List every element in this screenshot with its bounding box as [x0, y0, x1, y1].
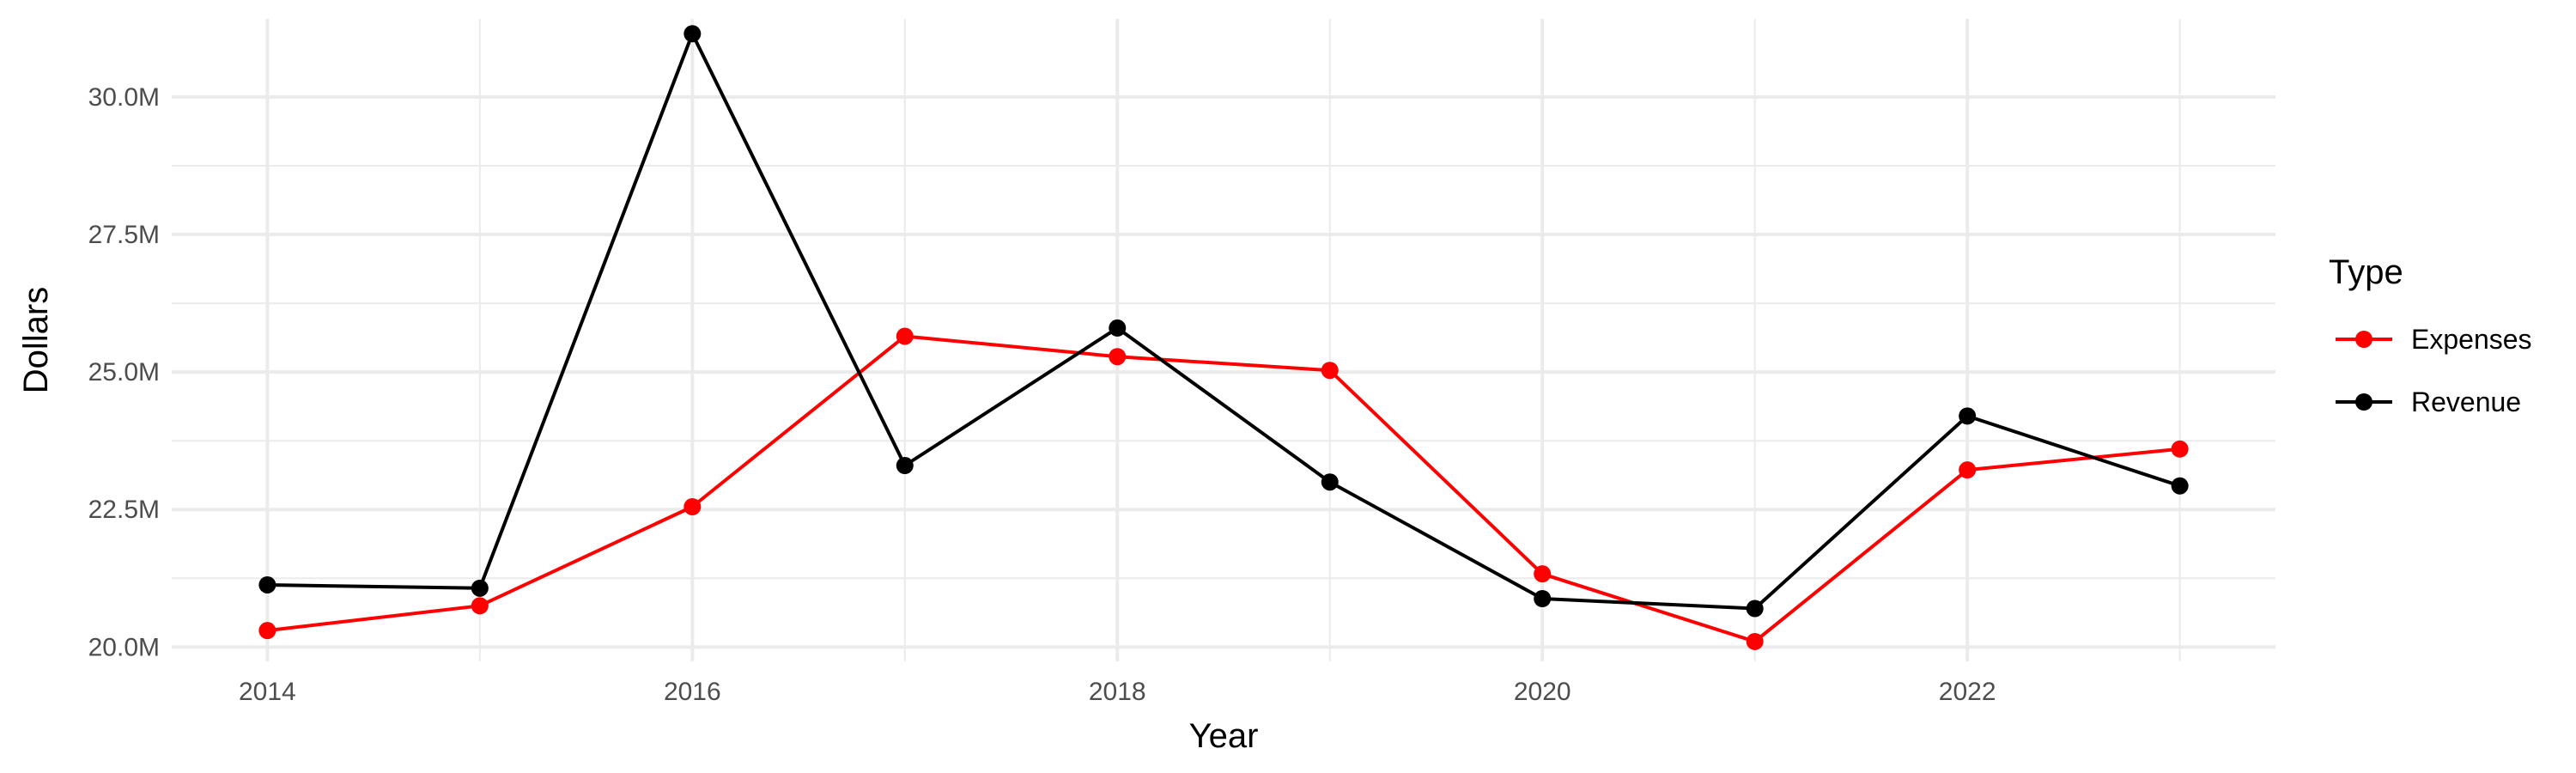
data-point-revenue [1321, 473, 1339, 491]
legend-key-point [2355, 393, 2372, 411]
data-point-revenue [1746, 600, 1764, 618]
data-point-revenue [2171, 477, 2189, 495]
series-line-expenses [265, 334, 2182, 643]
data-point-revenue [258, 575, 276, 593]
series-line-revenue [265, 32, 2182, 611]
grid-lines [172, 19, 2275, 661]
data-point-expenses [1534, 565, 1552, 583]
x-tick-label: 2016 [664, 678, 721, 706]
y-tick-label: 22.5M [88, 496, 160, 524]
data-point-revenue [1109, 319, 1127, 337]
data-point-expenses [1959, 461, 1977, 479]
legend-title: Type [2329, 253, 2403, 291]
x-axis-title: Year [1189, 717, 1259, 755]
y-tick-label: 30.0M [88, 83, 160, 112]
data-point-revenue [1959, 407, 1977, 425]
data-point-expenses [1321, 362, 1339, 380]
legend-label: Expenses [2411, 324, 2532, 355]
y-tick-label: 25.0M [88, 358, 160, 386]
legend-label: Revenue [2411, 386, 2521, 417]
y-tick-label: 27.5M [88, 221, 160, 249]
axis-titles: Year Dollars [17, 287, 1258, 755]
x-tick-label: 2022 [1939, 678, 1996, 706]
data-point-revenue [683, 25, 702, 43]
data-series [258, 25, 2189, 650]
data-point-expenses [2171, 440, 2189, 458]
data-point-expenses [1109, 348, 1127, 366]
data-point-expenses [683, 498, 702, 516]
legend: Type Expenses Revenue [2329, 253, 2532, 417]
data-point-revenue [471, 579, 489, 597]
y-tick-label: 20.0M [88, 633, 160, 661]
data-point-expenses [1746, 632, 1764, 650]
x-tick-label: 2020 [1514, 678, 1571, 706]
axis-ticks: 20.0M 22.5M 25.0M 27.5M 30.0M 2014 2016 2018 202… [88, 83, 1996, 706]
data-point-expenses [258, 622, 276, 640]
data-point-expenses [896, 327, 914, 345]
data-point-expenses [471, 597, 489, 615]
data-point-revenue [1534, 589, 1552, 607]
x-tick-label: 2014 [239, 678, 296, 706]
x-tick-label: 2018 [1089, 678, 1146, 706]
data-point-revenue [896, 457, 914, 475]
y-axis-title: Dollars [17, 287, 55, 393]
legend-key-point [2355, 331, 2372, 348]
